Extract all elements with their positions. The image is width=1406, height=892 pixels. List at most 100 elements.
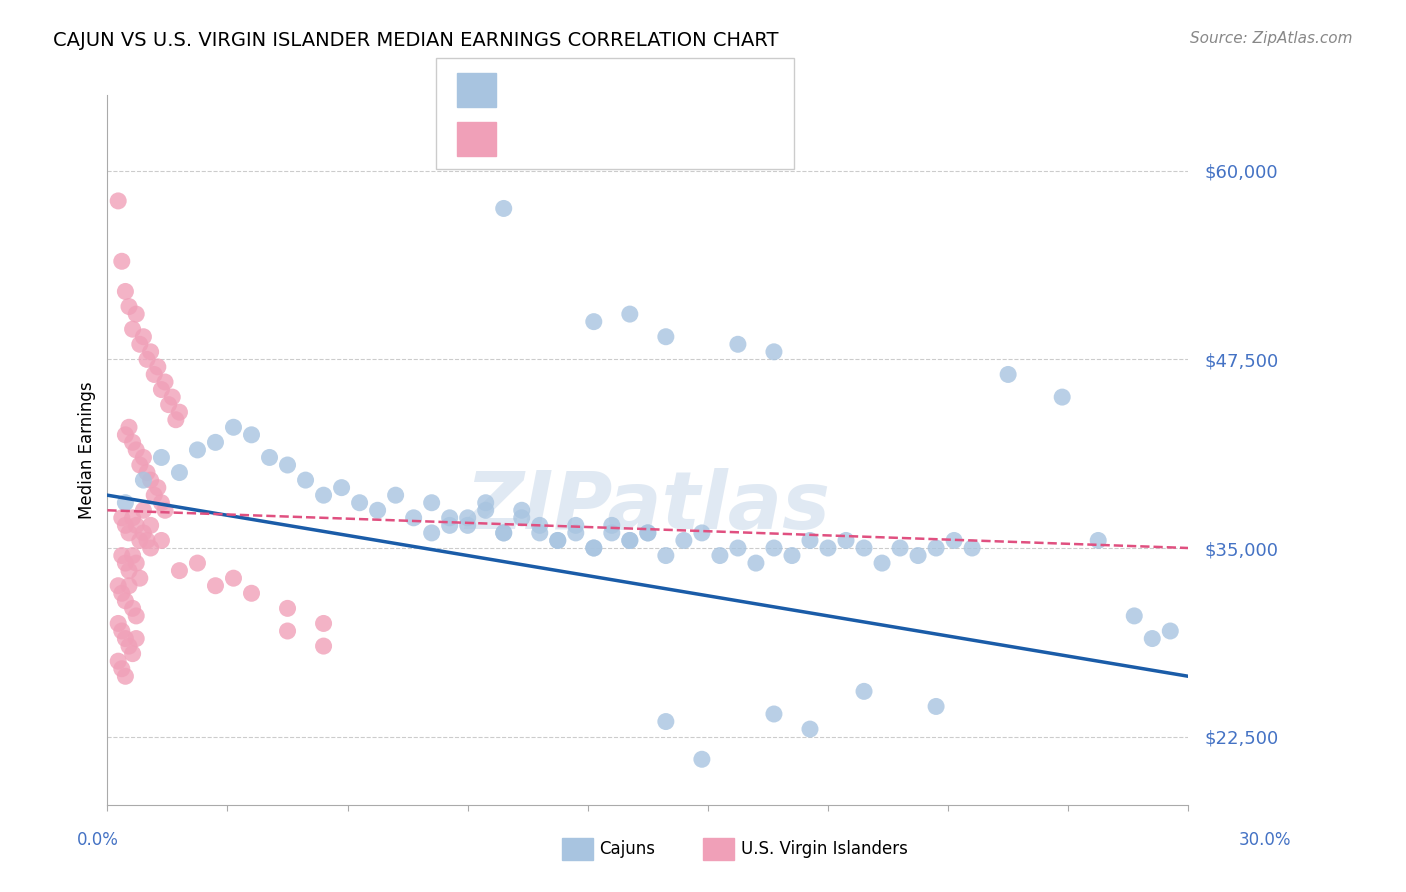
Point [128,458,150,472]
Point [672,533,695,548]
Point [762,706,785,721]
Point [582,315,605,329]
Point [107,616,129,631]
Point [690,525,713,540]
Point [132,503,155,517]
Point [136,533,159,548]
Point [111,254,134,268]
Point [492,525,515,540]
Text: N = 81: N = 81 [661,79,724,98]
Point [529,518,551,533]
Point [169,466,191,480]
Point [107,654,129,668]
Point [565,518,588,533]
Point [157,398,180,412]
Point [474,503,496,517]
Point [169,564,191,578]
Point [162,390,184,404]
Point [111,511,134,525]
Point [118,579,141,593]
Point [960,541,983,555]
Point [111,624,134,638]
Point [384,488,406,502]
Point [727,541,749,555]
Point [107,194,129,208]
Point [277,458,299,472]
Point [619,533,641,548]
Point [655,714,678,729]
Point [637,525,659,540]
Point [118,564,141,578]
Point [402,511,425,525]
Text: Cajuns: Cajuns [599,840,655,858]
Point [277,601,299,615]
Point [121,322,143,336]
Point [420,496,443,510]
Point [312,488,335,502]
Point [114,594,136,608]
Point [165,413,187,427]
Point [139,344,162,359]
Point [150,383,173,397]
Point [146,481,169,495]
Point [114,496,136,510]
Point [146,359,169,374]
Point [139,473,162,487]
Point [204,579,226,593]
Point [125,608,148,623]
Point [121,647,143,661]
Point [943,533,966,548]
Point [114,556,136,570]
Point [114,669,136,683]
Point [619,307,641,321]
Point [125,556,148,570]
Point [114,427,136,442]
Point [439,511,461,525]
Point [690,752,713,766]
Point [121,511,143,525]
Point [853,684,876,698]
Point [1142,632,1164,646]
Point [457,511,479,525]
Point [727,337,749,351]
Point [150,450,173,465]
Point [1050,390,1073,404]
Point [125,518,148,533]
Text: Source: ZipAtlas.com: Source: ZipAtlas.com [1189,31,1353,46]
Point [582,541,605,555]
Point [169,405,191,419]
Point [330,481,353,495]
Point [111,662,134,676]
Point [547,533,569,548]
Point [600,518,623,533]
Point [114,518,136,533]
Point [492,525,515,540]
Point [107,579,129,593]
Point [997,368,1019,382]
Point [240,586,263,600]
Point [222,420,245,434]
Point [114,285,136,299]
Text: U.S. Virgin Islanders: U.S. Virgin Islanders [741,840,908,858]
Point [143,368,166,382]
Point [762,344,785,359]
Point [125,307,148,321]
Point [367,503,389,517]
Point [510,511,533,525]
Point [111,586,134,600]
Point [132,525,155,540]
Point [136,466,159,480]
Text: R = -0.390: R = -0.390 [508,79,605,98]
Text: R = -0.030: R = -0.030 [508,129,605,147]
Point [655,330,678,344]
Point [294,473,316,487]
Point [118,639,141,653]
Point [547,533,569,548]
Point [128,533,150,548]
Point [529,525,551,540]
Point [118,525,141,540]
Point [121,549,143,563]
Point [1087,533,1109,548]
Point [121,601,143,615]
Point [1123,608,1146,623]
